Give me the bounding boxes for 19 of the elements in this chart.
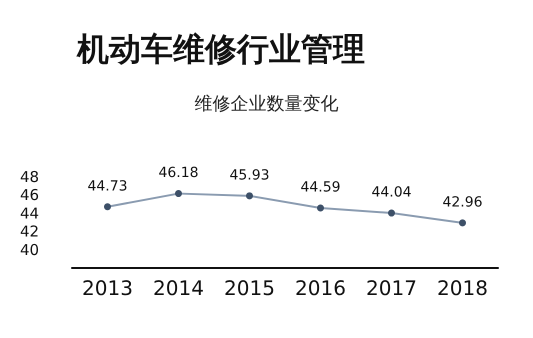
y-tick-label: 46 — [20, 186, 40, 204]
data-label: 44.59 — [300, 180, 341, 196]
x-tick-label: 2016 — [295, 276, 346, 300]
x-tick-label: 2013 — [82, 276, 133, 300]
data-label: 44.04 — [371, 184, 412, 201]
data-label: 44.73 — [87, 178, 128, 194]
y-tick-label: 44 — [20, 204, 40, 222]
chart-title: 机动车维修行业管理 — [76, 30, 365, 68]
chart-subtitle: 维修企业数量变化 — [194, 94, 338, 114]
y-tick-label: 40 — [20, 240, 40, 259]
data-label: 45.93 — [229, 167, 270, 184]
y-tick-label: 48 — [20, 168, 40, 186]
x-tick-label: 2014 — [153, 276, 204, 300]
x-tick-label: 2018 — [437, 276, 488, 300]
data-label: 42.96 — [442, 194, 483, 210]
data-label: 46.18 — [158, 165, 199, 182]
x-tick-label: 2017 — [366, 276, 417, 300]
y-tick-label: 42 — [20, 222, 40, 241]
x-tick-label: 2015 — [224, 276, 275, 300]
